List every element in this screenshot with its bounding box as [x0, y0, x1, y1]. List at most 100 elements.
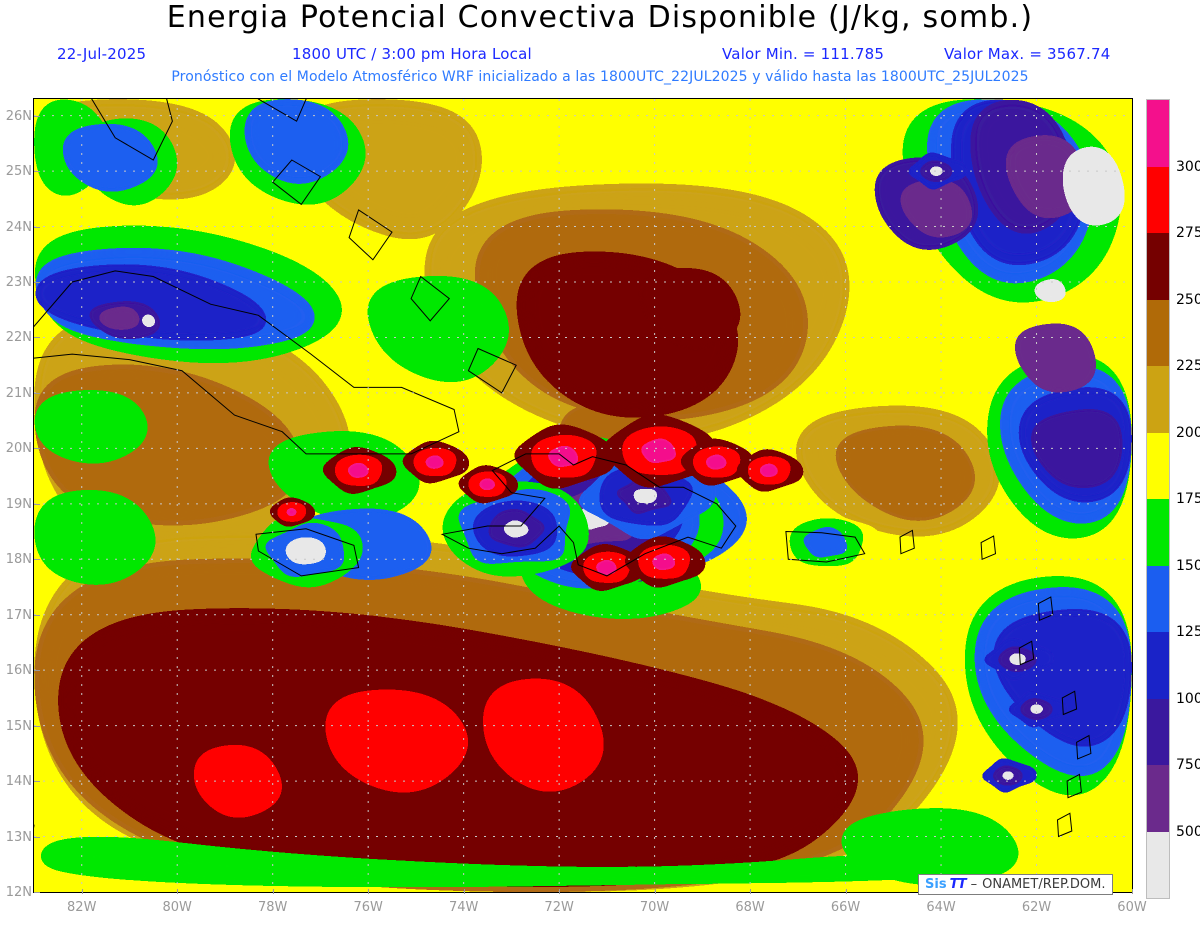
x-axis-tick-label: 66W [830, 900, 861, 915]
cape-contour-band [1027, 703, 1046, 715]
y-axis-tick-label: 24N [5, 219, 32, 235]
colorbar [1146, 99, 1170, 899]
cape-contour-band [476, 477, 497, 492]
colorbar-segment [1147, 366, 1169, 433]
cape-contour-band [62, 123, 159, 192]
colorbar-segment [1147, 299, 1169, 366]
y-axis-tick-mark [34, 392, 40, 394]
y-axis-tick-label: 12N [5, 885, 32, 900]
colorbar-tick-label: 2500 [1176, 291, 1200, 308]
colorbar-segment [1147, 100, 1169, 167]
colorbar-tick-label: 2000 [1176, 424, 1200, 441]
y-axis-tick-label: 13N [5, 829, 32, 845]
colorbar-tick-label: 1000 [1176, 690, 1200, 707]
cape-map-plot[interactable] [33, 98, 1133, 893]
y-axis-tick-mark [34, 725, 40, 727]
x-axis-tick-mark [1132, 889, 1133, 894]
x-axis-tick-label: 62W [1021, 900, 1052, 915]
x-axis-tick-label: 78W [257, 900, 288, 915]
logo-dash: – [970, 877, 978, 892]
provider-logo: Sis TT – ONAMET/REP.DOM. [918, 874, 1113, 895]
y-axis-tick-label: 15N [5, 718, 32, 734]
y-axis-tick-mark [34, 226, 40, 228]
colorbar-segment [1147, 831, 1169, 898]
forecast-note-text: Pronóstico con el Modelo Atmosférico WRF… [171, 69, 1029, 85]
x-axis-tick-mark [463, 889, 465, 894]
y-axis-tick-mark [34, 171, 40, 173]
colorbar-segment [1147, 765, 1169, 832]
coastline [467, 347, 517, 394]
x-axis-tick-label: 70W [639, 900, 670, 915]
cape-contour-band [244, 99, 350, 185]
cape-contour-band [703, 453, 729, 471]
cape-contour-band [757, 462, 780, 478]
colorbar-segment [1147, 632, 1169, 699]
colorbar-tick-label: 2250 [1176, 358, 1200, 374]
y-axis-tick-mark [34, 670, 40, 672]
y-axis-tick-mark [34, 836, 40, 838]
cape-contour-band [637, 267, 741, 351]
x-axis-tick-label: 74W [448, 900, 479, 915]
y-axis-tick-label: 20N [5, 441, 32, 457]
cape-contour-band [97, 306, 141, 331]
cape-contour-band [366, 275, 510, 383]
coastline [1061, 690, 1078, 716]
cape-contour-band [999, 770, 1017, 781]
coastline [440, 453, 737, 577]
cape-contour-band [1033, 278, 1067, 303]
y-axis-tick-label: 19N [5, 496, 32, 512]
colorbar-tick-label: 500 [1176, 823, 1200, 840]
colorbar-tick-label: 3000 [1176, 158, 1200, 175]
forecast-date: 22-Jul-2025 [57, 45, 147, 63]
x-axis-tick-mark [272, 889, 274, 894]
y-axis-tick-label: 21N [5, 385, 32, 401]
logo-agency-text: ONAMET/REP.DOM. [982, 877, 1106, 892]
colorbar-segment [1147, 432, 1169, 499]
cape-contour-band [927, 165, 946, 177]
colorbar-tick-label: 1250 [1176, 624, 1200, 640]
coastline [785, 530, 866, 563]
value-max-label: Valor Max. = 3567.74 [944, 45, 1111, 63]
cape-contour-band [324, 689, 469, 793]
colorbar-segment [1147, 565, 1169, 632]
y-axis-tick-label: 22N [5, 330, 32, 346]
coastline [348, 209, 393, 261]
cape-contour-band [1014, 323, 1097, 393]
x-axis-tick-label: 72W [544, 900, 574, 915]
x-axis-tick-mark [177, 889, 179, 894]
colorbar-segment [1147, 698, 1169, 765]
x-axis-tick-mark [368, 889, 370, 894]
cape-contour-band [650, 552, 677, 571]
colorbar-tick-label: 750 [1176, 757, 1200, 773]
coastline [271, 159, 322, 206]
cape-contour-band [834, 425, 976, 522]
header-subline: 22-Jul-2025 1800 UTC / 3:00 pm Hora Loca… [0, 45, 1200, 63]
cape-contour-band [1030, 408, 1123, 489]
cape-contour-band [34, 389, 149, 464]
cape-contour-band [593, 559, 619, 576]
coastline [255, 528, 360, 577]
cape-contour-band [34, 836, 1022, 888]
colorbar-tick-label: 1750 [1176, 491, 1200, 507]
logo-tt-text: TT [949, 877, 967, 892]
coastline [1018, 640, 1035, 666]
cape-contour-band [639, 437, 678, 464]
y-axis-tick-label: 23N [5, 275, 32, 290]
cape-contour-band [345, 462, 371, 479]
coastline [410, 275, 451, 322]
x-axis-tick-label: 82W [67, 900, 97, 915]
y-axis-tick-mark [34, 559, 40, 561]
coastline [1056, 812, 1073, 838]
coastline [1076, 734, 1092, 760]
x-axis-tick-label: 76W [353, 900, 383, 915]
value-min-label: Valor Min. = 111.785 [722, 45, 885, 63]
colorbar-segment [1147, 233, 1169, 300]
y-axis-tick-mark [34, 503, 40, 505]
x-axis-tick-label: 64W [926, 900, 956, 915]
cape-contour-band [284, 537, 327, 565]
cape-contour-map [34, 99, 1132, 892]
coastline [257, 99, 307, 122]
logo-sis-text: Sis [925, 877, 947, 892]
x-axis-tick-mark [654, 889, 656, 894]
cape-contour-band [900, 179, 973, 238]
